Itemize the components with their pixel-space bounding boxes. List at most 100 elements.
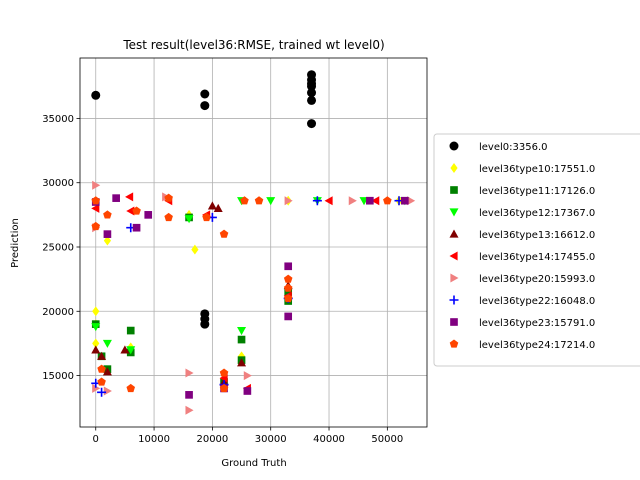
data-point bbox=[126, 326, 135, 335]
data-point bbox=[254, 196, 264, 205]
data-point bbox=[219, 229, 229, 238]
data-point bbox=[307, 119, 317, 129]
y-tick-label: 15000 bbox=[42, 371, 74, 382]
data-point bbox=[284, 312, 293, 321]
data-point bbox=[126, 346, 136, 355]
data-point bbox=[91, 90, 101, 100]
data-point bbox=[164, 212, 173, 222]
data-point bbox=[103, 210, 112, 219]
data-point bbox=[284, 196, 293, 206]
data-point bbox=[266, 197, 276, 206]
data-point bbox=[200, 319, 210, 329]
legend-marker bbox=[450, 163, 458, 173]
data-point bbox=[185, 368, 194, 378]
data-point bbox=[237, 326, 247, 336]
data-point bbox=[132, 206, 141, 215]
data-point bbox=[312, 196, 322, 206]
legend-marker bbox=[450, 273, 459, 283]
data-point bbox=[200, 101, 210, 111]
x-axis-label: Ground Truth bbox=[221, 458, 286, 469]
data-point bbox=[366, 196, 374, 205]
x-tick-label: 50000 bbox=[371, 434, 403, 445]
data-point bbox=[324, 196, 333, 206]
data-point bbox=[383, 196, 392, 205]
y-tick-label: 30000 bbox=[42, 178, 74, 189]
legend-entry: level36type23:15791.0 bbox=[479, 318, 595, 329]
data-point bbox=[284, 288, 293, 296]
legend-marker bbox=[449, 229, 459, 238]
data-point bbox=[125, 192, 134, 202]
plot-frame bbox=[79, 57, 428, 428]
legend-entry: level36type22:16048.0 bbox=[479, 296, 595, 307]
y-tick-label: 25000 bbox=[42, 243, 74, 254]
x-tick-label: 20000 bbox=[196, 434, 228, 445]
data-point bbox=[243, 387, 252, 395]
x-axis: 0 10000 20000 30000 40000 50000 bbox=[93, 427, 403, 445]
legend-marker bbox=[450, 318, 458, 326]
data-point bbox=[307, 79, 317, 89]
data-point bbox=[92, 383, 101, 393]
data-point bbox=[219, 383, 229, 393]
legend-entry: level0:3356.0 bbox=[479, 142, 548, 153]
legend-marker bbox=[449, 141, 459, 151]
data-point bbox=[103, 230, 112, 238]
x-tick-label: 0 bbox=[93, 434, 99, 445]
data-point bbox=[200, 89, 210, 99]
y-axis: 15000 20000 25000 30000 35000 bbox=[42, 114, 80, 382]
data-point bbox=[103, 386, 112, 396]
legend-entry: level36type10:17551.0 bbox=[479, 164, 595, 175]
legend-entry: level36type11:17126.0 bbox=[479, 186, 595, 197]
data-point bbox=[184, 215, 194, 224]
data-points bbox=[91, 70, 416, 415]
data-point bbox=[91, 203, 100, 213]
data-point bbox=[97, 387, 107, 397]
data-point bbox=[164, 193, 173, 202]
data-point bbox=[91, 196, 101, 205]
x-tick-label: 30000 bbox=[255, 434, 287, 445]
data-point bbox=[185, 405, 194, 415]
legend-marker bbox=[449, 295, 459, 305]
legend-marker bbox=[449, 208, 459, 217]
legend-marker bbox=[449, 251, 458, 261]
data-point bbox=[219, 368, 229, 377]
y-tick-label: 35000 bbox=[42, 114, 74, 125]
data-point bbox=[307, 70, 317, 80]
data-point bbox=[97, 351, 107, 360]
data-point bbox=[91, 323, 101, 332]
data-point bbox=[283, 283, 293, 292]
legend-entry: level36type14:17455.0 bbox=[479, 252, 595, 263]
x-tick-label: 10000 bbox=[138, 434, 170, 445]
data-point bbox=[102, 367, 112, 376]
data-point bbox=[307, 95, 317, 105]
legend-marker bbox=[449, 339, 459, 348]
data-point bbox=[202, 212, 211, 222]
y-axis-label: Prediction bbox=[10, 218, 21, 268]
legend-entry: level36type12:17367.0 bbox=[479, 208, 595, 219]
chart-title: Test result(level36:RMSE, trained wt lev… bbox=[122, 38, 384, 52]
data-point bbox=[185, 391, 193, 399]
data-point bbox=[213, 203, 223, 213]
legend-entry: level36type13:16612.0 bbox=[479, 230, 595, 241]
data-point bbox=[92, 338, 100, 349]
data-point bbox=[307, 88, 317, 98]
data-point bbox=[243, 371, 252, 381]
x-tick-label: 40000 bbox=[313, 434, 345, 445]
data-point bbox=[237, 335, 246, 344]
data-point bbox=[284, 262, 293, 271]
data-point bbox=[283, 274, 293, 283]
data-point bbox=[401, 196, 409, 205]
data-point bbox=[120, 345, 130, 354]
data-point bbox=[92, 306, 100, 317]
data-point bbox=[348, 196, 357, 206]
legend-marker bbox=[450, 186, 458, 194]
data-point bbox=[97, 364, 106, 373]
data-point bbox=[237, 358, 247, 367]
data-point bbox=[126, 206, 135, 216]
data-point bbox=[103, 235, 112, 246]
data-point bbox=[92, 180, 101, 190]
data-point bbox=[91, 221, 101, 231]
data-point bbox=[102, 339, 112, 348]
data-point bbox=[283, 293, 293, 303]
data-point bbox=[144, 211, 153, 219]
